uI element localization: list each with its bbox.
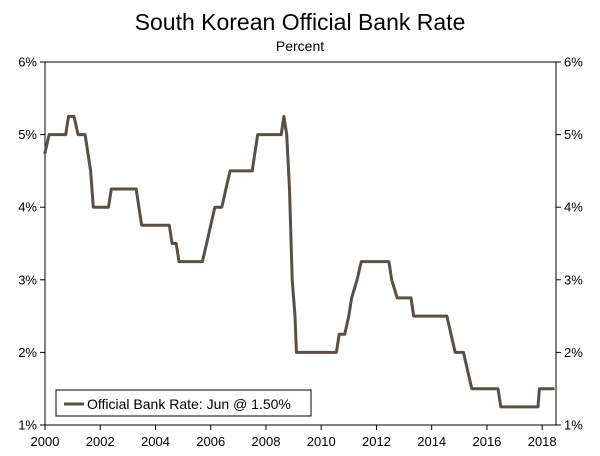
x-tick-label: 2010 bbox=[307, 434, 336, 449]
y-tick-label-left: 1% bbox=[18, 418, 37, 433]
axes: 1% 1% 2% 2% 3% 3% 4% 4% 5% 5% 6% 6% 2000 2002 2004 2006… bbox=[18, 55, 583, 450]
x-tick-label: 2000 bbox=[31, 434, 60, 449]
legend-label: Official Bank Rate: Jun @ 1.50% bbox=[87, 396, 291, 412]
series-layer bbox=[43, 114, 555, 409]
plot-area-frame bbox=[44, 61, 557, 426]
y-tick-label-right: 4% bbox=[564, 200, 583, 215]
y-tick-label-right: 6% bbox=[564, 55, 583, 70]
x-tick-label: 2008 bbox=[252, 434, 281, 449]
chart-title: South Korean Official Bank Rate bbox=[135, 9, 466, 35]
x-tick-label: 2016 bbox=[472, 434, 501, 449]
x-tick-label: 2012 bbox=[362, 434, 391, 449]
legend: Official Bank Rate: Jun @ 1.50% bbox=[55, 389, 312, 417]
chart-subtitle: Percent bbox=[276, 38, 324, 54]
series-line-official-bank-rate bbox=[43, 114, 555, 409]
x-tick-label: 2006 bbox=[196, 434, 225, 449]
y-tick-label-left: 6% bbox=[18, 55, 37, 70]
y-tick-label-right: 1% bbox=[564, 418, 583, 433]
y-tick-label-right: 2% bbox=[564, 345, 583, 360]
y-tick-label-left: 4% bbox=[18, 200, 37, 215]
y-tick-label-right: 5% bbox=[564, 127, 583, 142]
legend-box bbox=[55, 389, 312, 417]
x-tick-label: 2004 bbox=[141, 434, 170, 449]
y-tick-label-left: 5% bbox=[18, 127, 37, 142]
x-tick-label: 2014 bbox=[417, 434, 446, 449]
y-tick-label-left: 3% bbox=[18, 272, 37, 287]
y-tick-label-left: 2% bbox=[18, 345, 37, 360]
x-tick-label: 2018 bbox=[528, 434, 557, 449]
x-tick-label: 2002 bbox=[86, 434, 115, 449]
y-tick-label-right: 3% bbox=[564, 272, 583, 287]
